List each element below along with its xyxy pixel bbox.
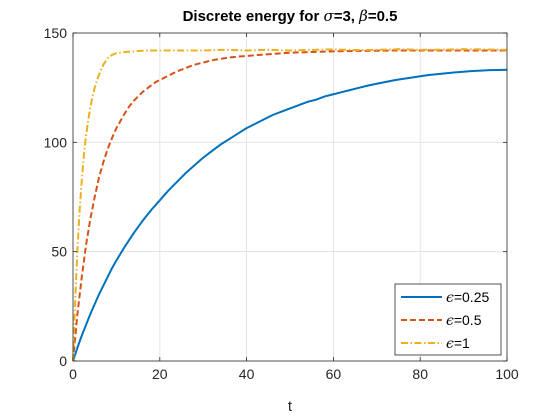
legend-epsilon-symbol: ϵ: [446, 313, 454, 329]
series-line-3: [72, 48, 508, 362]
x-tick-label: 40: [239, 366, 255, 382]
title-beta-symbol: β: [358, 7, 368, 25]
series-layer: [72, 48, 508, 362]
legend-label-2: ϵ=0.5: [446, 312, 482, 329]
plot-frame: [72, 32, 508, 362]
legend-epsilon-symbol: ϵ: [446, 336, 454, 352]
axes: 0 20 40 60 80 100 0 50 100 150: [44, 25, 519, 382]
legend-epsilon-symbol: ϵ: [446, 290, 454, 306]
series-line-1: [72, 68, 508, 362]
legend-label-1: ϵ=0.25: [446, 289, 489, 306]
legend-label-3: ϵ=1: [446, 335, 470, 352]
legend-entries: ϵ=0.25ϵ=0.5ϵ=1: [401, 289, 489, 352]
x-axis-label: t: [288, 398, 293, 415]
x-tick-label: 20: [152, 366, 168, 382]
series-line-2: [72, 49, 507, 362]
chart-title: Discrete energy for σ=3, β=0.5: [183, 7, 398, 25]
legend: ϵ=0.25ϵ=0.5ϵ=1: [394, 283, 502, 356]
x-tick-label: 60: [326, 366, 342, 382]
y-tick-label: 50: [51, 244, 67, 260]
title-prefix: Discrete energy for: [183, 8, 324, 25]
x-tick-label: 100: [495, 366, 519, 382]
y-tick-label: 100: [44, 134, 68, 150]
y-tick-label: 150: [44, 25, 68, 41]
title-mid: =3,: [334, 8, 359, 25]
legend-value: =0.25: [454, 289, 490, 305]
y-tick-label: 0: [59, 353, 67, 369]
legend-value: =0.5: [454, 312, 482, 328]
title-sigma-symbol: σ: [323, 7, 334, 25]
title-suffix: =0.5: [368, 8, 398, 25]
legend-value: =1: [454, 335, 470, 351]
x-tick-label: 0: [69, 366, 77, 382]
x-tick-label: 80: [412, 366, 428, 382]
